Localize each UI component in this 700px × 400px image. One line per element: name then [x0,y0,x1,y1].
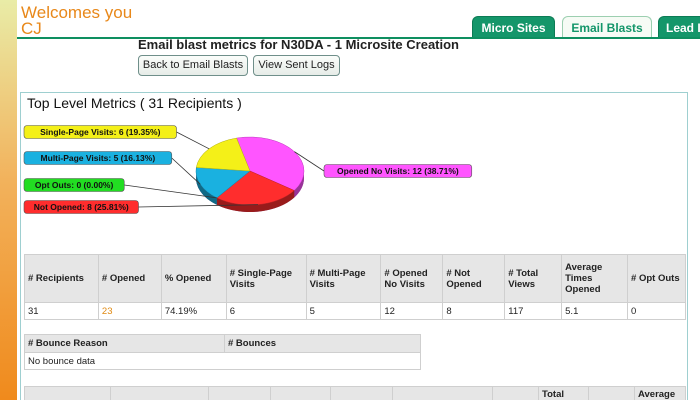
tab-micro-sites[interactable]: Micro Sites [472,16,555,38]
label-box-opt-outs [23,178,125,192]
label-box-single-page-visits [23,125,177,139]
label-multi-page-visits: Multi-Page Visits: 5 (16.13%) [41,153,156,163]
label-not-opened: Not Opened: 8 (25.81%) [34,202,129,212]
label-box-opened-no-visits [323,164,473,178]
detail-col-2 [110,386,209,400]
detail-table: Total Average [24,386,686,400]
cell-multi-page: 5 [305,302,382,320]
tab-email-blasts[interactable]: Email Blasts [562,16,652,38]
detail-col-total: Total [538,386,589,400]
tab-bar-divider [17,37,700,39]
col-not-opened: # Not Opened [442,254,506,303]
cell-opened-no-visits: 12 [380,302,444,320]
cell-single-page: 6 [225,302,307,320]
table-row: No bounce data [24,352,421,370]
detail-col-4 [270,386,331,400]
welcome-text: Welcomes you CJ [21,3,133,38]
cell-total-views: 117 [504,302,563,320]
opened-count-link[interactable]: 23 [97,302,162,320]
top-level-metrics-table: # Recipients # Opened % Opened # Single-… [24,254,686,320]
pie-labels: Single-Page Visits: 6 (19.35%) Opened No … [23,125,473,214]
metrics-header-row: # Recipients # Opened % Opened # Single-… [24,254,686,303]
detail-header-row: Total Average [24,386,686,400]
bounce-header-row: # Bounce Reason # Bounces [24,334,421,353]
col-single-page: # Single-Page Visits [225,254,307,303]
pie-slice-side-not-opened [216,190,295,212]
col-pct-opened: % Opened [160,254,227,303]
col-opened: # Opened [97,254,162,303]
view-sent-logs-button[interactable]: View Sent Logs [253,55,340,76]
leader-line-multi-page-visits [171,157,201,185]
leader-line-opened-no-visits [294,151,325,172]
cell-not-opened: 8 [442,302,506,320]
bounce-table: # Bounce Reason # Bounces No bounce data [24,334,421,370]
table-row: 31 23 74.19% 6 5 12 8 117 5.1 0 [24,302,686,320]
panel-title: Top Level Metrics ( 31 Recipients ) [27,95,242,111]
detail-col-7 [492,386,539,400]
pie-slice-side-multi-page-visits [196,167,217,205]
detail-col-1 [24,386,111,400]
pie-slice-single-page-visits [195,137,251,172]
bounce-empty-message: No bounce data [24,352,421,370]
page-title: Email blast metrics for N30DA - 1 Micros… [138,37,460,52]
leader-line-opt-outs [124,184,217,199]
col-opened-no-visits: # Opened No Visits [380,254,444,303]
pie-slices [195,136,305,212]
col-bounces: # Bounces [224,334,421,353]
col-bounce-reason: # Bounce Reason [24,334,225,353]
detail-col-9 [588,386,635,400]
label-opened-no-visits: Opened No Visits: 12 (38.71%) [337,166,459,176]
col-total-views: # Total Views [504,254,563,303]
tab-lead[interactable]: Lead I [658,16,700,38]
detail-col-average: Average [634,386,686,400]
col-multi-page: # Multi-Page Visits [305,254,382,303]
cell-recipients: 31 [24,302,99,320]
col-opt-outs: # Opt Outs [627,254,686,303]
label-opt-outs: Opt Outs: 0 (0.00%) [35,180,114,190]
label-box-not-opened [23,200,139,214]
leader-line-single-page-visits [176,131,210,150]
cell-opt-outs: 0 [627,302,686,320]
label-single-page-visits: Single-Page Visits: 6 (19.35%) [40,127,160,137]
pie-leader-lines [124,131,325,208]
recipients-pie-chart: Single-Page Visits: 6 (19.35%) Opened No … [23,125,473,214]
col-avg-times-opened: Average Times Opened [561,254,629,303]
detail-col-6 [392,386,493,400]
cell-pct-opened: 74.19% [160,302,227,320]
label-box-multi-page-visits [23,151,173,165]
cell-avg-times-opened: 5.1 [561,302,629,320]
back-to-email-blasts-button[interactable]: Back to Email Blasts [138,55,248,76]
col-recipients: # Recipients [24,254,99,303]
side-decoration-strip [0,0,17,400]
detail-col-5 [330,386,393,400]
leader-line-not-opened [138,204,259,208]
detail-col-3 [208,386,271,400]
